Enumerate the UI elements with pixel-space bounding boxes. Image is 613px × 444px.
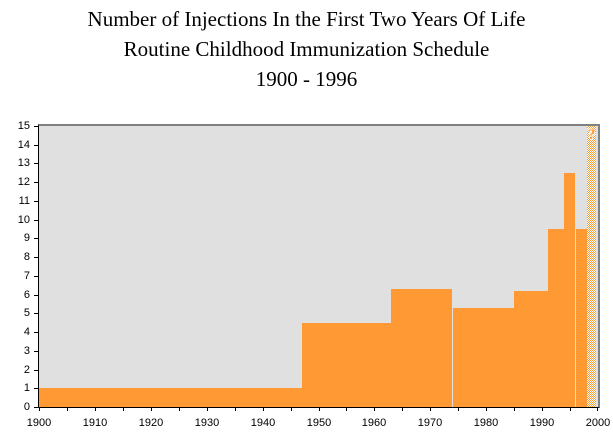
x-tick — [597, 408, 598, 411]
x-tick — [514, 408, 515, 411]
y-tick-label: 12 — [17, 176, 30, 188]
x-tick — [207, 408, 208, 411]
x-tick — [402, 408, 403, 411]
y-tick-label: 15 — [17, 120, 30, 132]
y-tick — [34, 145, 38, 146]
x-tick-label: 1920 — [138, 417, 164, 429]
y-tick — [34, 201, 38, 202]
y-tick-label: 6 — [23, 289, 30, 301]
x-tick — [430, 408, 431, 411]
x-tick-label: 1980 — [473, 417, 499, 429]
y-tick-label: 7 — [23, 270, 30, 282]
y-tick — [34, 276, 38, 277]
x-tick — [95, 408, 96, 411]
area-step-1974 — [453, 308, 514, 407]
chart-title-line1: Number of Injections In the First Two Ye… — [87, 7, 526, 31]
y-tick-label: 0 — [23, 401, 30, 413]
area-step-1991 — [548, 229, 565, 407]
area-step-1994 — [564, 173, 575, 407]
y-tick-label: 8 — [23, 251, 30, 263]
area-step-1900 — [39, 388, 302, 407]
x-tick — [39, 408, 40, 411]
y-tick-label: 9 — [23, 232, 30, 244]
y-tick-label: 11 — [18, 195, 30, 207]
question-mark-annotation: ? — [587, 127, 596, 143]
y-tick-label: 1 — [23, 382, 30, 394]
x-tick-label: 1950 — [306, 417, 332, 429]
y-tick-label: 3 — [23, 345, 30, 357]
y-tick — [34, 238, 38, 239]
x-tick-label: 1930 — [194, 417, 220, 429]
y-tick — [34, 370, 38, 371]
x-tick — [235, 408, 236, 411]
y-tick — [34, 182, 38, 183]
y-tick — [34, 351, 38, 352]
chart-title-line2: Routine Childhood Immunization Schedule — [123, 37, 490, 61]
x-tick-label: 1910 — [82, 417, 108, 429]
y-tick-label: 10 — [17, 214, 30, 226]
x-tick-label: 2000 — [585, 417, 611, 429]
y-tick-label: 14 — [17, 139, 30, 151]
x-tick — [179, 408, 180, 411]
x-tick — [123, 408, 124, 411]
area-step-1947 — [302, 323, 391, 407]
y-tick — [34, 295, 38, 296]
chart-title-line3: 1900 - 1996 — [255, 67, 358, 91]
area-step-1985 — [514, 291, 548, 407]
x-tick — [374, 408, 375, 411]
y-tick — [34, 257, 38, 258]
y-tick — [34, 220, 38, 221]
x-tick-label: 1970 — [417, 417, 443, 429]
y-tick — [34, 126, 38, 127]
x-tick-label: 1990 — [529, 417, 555, 429]
y-tick-label: 13 — [17, 157, 30, 169]
y-tick — [34, 332, 38, 333]
area-step-1963 — [391, 289, 452, 407]
y-tick-label: 4 — [23, 326, 30, 338]
y-tick-label: 5 — [23, 307, 30, 319]
x-tick — [263, 408, 264, 411]
x-tick — [346, 408, 347, 411]
chart-title: Number of Injections In the First Two Ye… — [0, 4, 613, 94]
x-tick — [542, 408, 543, 411]
y-tick — [34, 313, 38, 314]
x-tick-label: 1940 — [250, 417, 276, 429]
x-tick — [291, 408, 292, 411]
y-tick — [34, 388, 38, 389]
x-tick-label: 1900 — [26, 417, 52, 429]
plot-area: ? 0 1 2 3 4 5 6 7 8 9 10 11 12 13 14 15 1900 1910 1920 1930 1… — [18, 120, 610, 429]
x-tick — [570, 408, 571, 411]
y-tick — [34, 163, 38, 164]
x-tick — [486, 408, 487, 411]
x-tick — [151, 408, 152, 411]
area-step-1996 — [576, 229, 587, 407]
future-hatched-bar: ? — [587, 126, 596, 407]
x-tick — [458, 408, 459, 411]
y-tick-label: 2 — [23, 364, 30, 376]
x-tick — [67, 408, 68, 411]
x-tick — [319, 408, 320, 411]
y-tick — [34, 407, 38, 408]
x-tick-label: 1960 — [361, 417, 387, 429]
